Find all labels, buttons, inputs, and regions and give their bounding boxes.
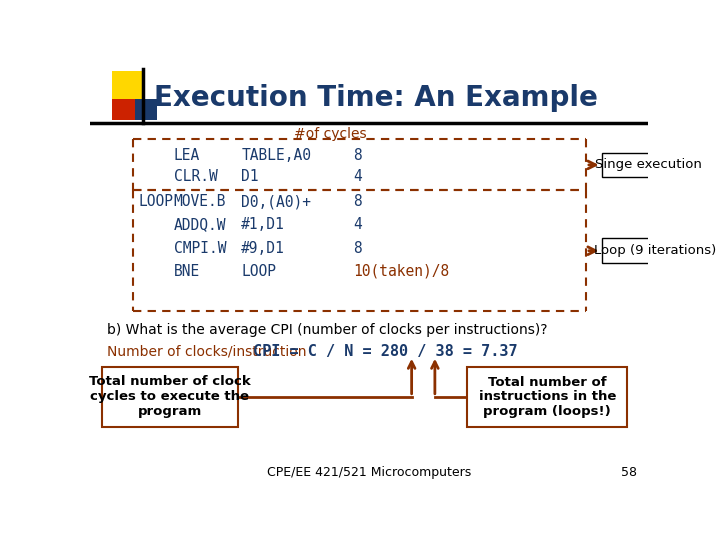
Text: 10(taken)/8: 10(taken)/8 (354, 264, 450, 279)
Text: Execution Time: An Example: Execution Time: An Example (153, 84, 598, 112)
Text: 4: 4 (354, 218, 362, 232)
Text: LOOP: LOOP (241, 264, 276, 279)
Text: #1,D1: #1,D1 (241, 218, 285, 232)
Text: #of cycles: #of cycles (294, 127, 366, 141)
Text: #9,D1: #9,D1 (241, 240, 285, 255)
Text: D1: D1 (241, 169, 258, 184)
Text: 58: 58 (621, 467, 636, 480)
FancyBboxPatch shape (601, 153, 696, 177)
Text: Singe execution: Singe execution (595, 158, 702, 171)
Text: BNE: BNE (174, 264, 200, 279)
Text: LOOP: LOOP (138, 194, 173, 210)
Text: 8: 8 (354, 194, 362, 210)
Text: CPI = C / N = 280 / 38 = 7.37: CPI = C / N = 280 / 38 = 7.37 (253, 344, 518, 359)
Text: Number of clocks/instruction: Number of clocks/instruction (107, 344, 307, 358)
Text: Total number of: Total number of (488, 375, 606, 389)
Text: CPE/EE 421/521 Microcomputers: CPE/EE 421/521 Microcomputers (267, 467, 471, 480)
Text: b) What is the average CPI (number of clocks per instructions)?: b) What is the average CPI (number of cl… (107, 323, 547, 338)
Text: MOVE.B: MOVE.B (174, 194, 226, 210)
FancyBboxPatch shape (467, 367, 627, 427)
Text: TABLE,A0: TABLE,A0 (241, 148, 311, 163)
FancyBboxPatch shape (112, 99, 135, 120)
Text: CMPI.W: CMPI.W (174, 240, 226, 255)
Text: D0,(A0)+: D0,(A0)+ (241, 194, 311, 210)
FancyBboxPatch shape (135, 99, 157, 120)
Text: instructions in the: instructions in the (479, 390, 616, 403)
Text: 8: 8 (354, 240, 362, 255)
FancyBboxPatch shape (102, 367, 238, 427)
FancyBboxPatch shape (601, 239, 709, 263)
Text: CLR.W: CLR.W (174, 169, 217, 184)
FancyBboxPatch shape (112, 71, 144, 100)
Text: LEA: LEA (174, 148, 200, 163)
Text: program (​loops!): program (​loops!) (483, 405, 611, 418)
Text: 4: 4 (354, 169, 362, 184)
Text: 8: 8 (354, 148, 362, 163)
Text: ADDQ.W: ADDQ.W (174, 218, 226, 232)
Text: Total number of clock
cycles to execute the
program: Total number of clock cycles to execute … (89, 375, 251, 418)
Text: Loop (9 iterations): Loop (9 iterations) (594, 244, 716, 257)
